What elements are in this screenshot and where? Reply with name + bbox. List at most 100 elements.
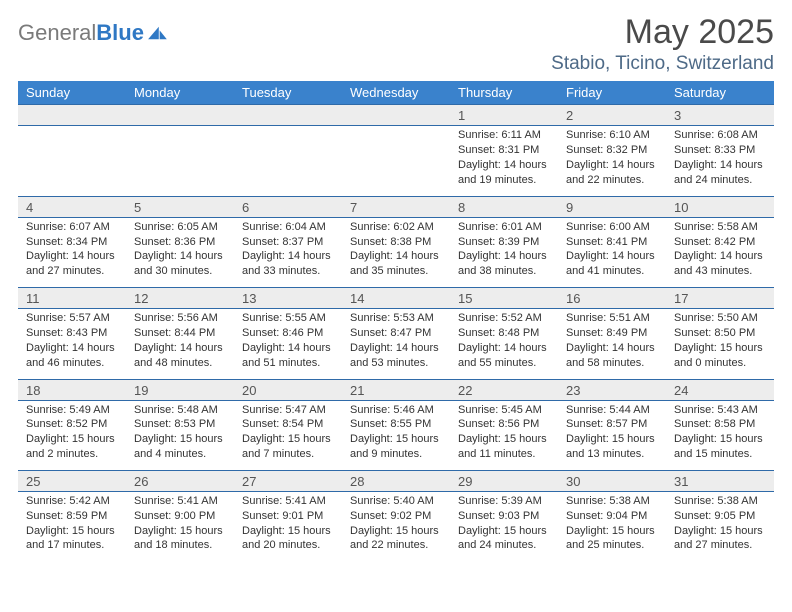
day-detail-line: Sunrise: 5:53 AM [350, 311, 442, 326]
day-detail-line: Daylight: 15 hours and 2 minutes. [26, 432, 118, 462]
day-detail-line: Sunset: 8:48 PM [458, 326, 550, 341]
day-cell-details [342, 126, 450, 196]
day-detail-text: Sunrise: 6:02 AMSunset: 8:38 PMDaylight:… [342, 218, 450, 287]
day-cell-details: Sunrise: 5:38 AMSunset: 9:05 PMDaylight:… [666, 491, 774, 561]
location-text: Stabio, Ticino, Switzerland [551, 53, 774, 75]
day-detail-line: Sunrise: 6:11 AM [458, 128, 550, 143]
day-detail-line: Sunrise: 5:52 AM [458, 311, 550, 326]
day-detail-line: Sunset: 8:58 PM [674, 417, 766, 432]
day-detail-line: Sunrise: 5:56 AM [134, 311, 226, 326]
day-number: 1 [450, 105, 558, 125]
day-detail-line: Sunrise: 5:47 AM [242, 403, 334, 418]
day-detail-line: Sunset: 8:41 PM [566, 235, 658, 250]
day-detail-line: Sunrise: 5:41 AM [134, 494, 226, 509]
day-detail-line: Sunset: 9:02 PM [350, 509, 442, 524]
day-detail-line: Daylight: 14 hours and 58 minutes. [566, 341, 658, 371]
day-detail-text: Sunrise: 5:45 AMSunset: 8:56 PMDaylight:… [450, 401, 558, 470]
day-detail-line: Daylight: 15 hours and 22 minutes. [350, 524, 442, 554]
day-detail-line: Sunrise: 5:46 AM [350, 403, 442, 418]
day-detail-text [234, 126, 342, 184]
day-cell-number: 27 [234, 470, 342, 491]
day-cell-number: 21 [342, 379, 450, 400]
day-number: 20 [234, 380, 342, 400]
day-detail-text: Sunrise: 5:50 AMSunset: 8:50 PMDaylight:… [666, 309, 774, 378]
day-detail-line: Sunrise: 5:58 AM [674, 220, 766, 235]
day-cell-details: Sunrise: 5:57 AMSunset: 8:43 PMDaylight:… [18, 309, 126, 379]
day-cell-number: 17 [666, 288, 774, 309]
day-detail-line: Sunset: 8:32 PM [566, 143, 658, 158]
day-cell-number: 14 [342, 288, 450, 309]
day-number [18, 105, 126, 125]
day-detail-line: Sunset: 8:57 PM [566, 417, 658, 432]
day-cell-number: 15 [450, 288, 558, 309]
day-detail-text: Sunrise: 5:53 AMSunset: 8:47 PMDaylight:… [342, 309, 450, 378]
day-detail-text: Sunrise: 5:40 AMSunset: 9:02 PMDaylight:… [342, 492, 450, 561]
day-detail-line: Daylight: 15 hours and 18 minutes. [134, 524, 226, 554]
day-detail-line: Sunset: 9:05 PM [674, 509, 766, 524]
month-title: May 2025 [551, 14, 774, 51]
day-number: 21 [342, 380, 450, 400]
brand-sail-icon [146, 25, 168, 41]
day-cell-details: Sunrise: 6:10 AMSunset: 8:32 PMDaylight:… [558, 126, 666, 196]
day-detail-line: Sunset: 8:37 PM [242, 235, 334, 250]
details-row: Sunrise: 5:57 AMSunset: 8:43 PMDaylight:… [18, 309, 774, 379]
day-number: 12 [126, 288, 234, 308]
day-number: 29 [450, 471, 558, 491]
day-detail-line: Sunset: 8:44 PM [134, 326, 226, 341]
day-detail-text: Sunrise: 5:52 AMSunset: 8:48 PMDaylight:… [450, 309, 558, 378]
day-cell-details: Sunrise: 6:05 AMSunset: 8:36 PMDaylight:… [126, 217, 234, 287]
day-cell-number: 3 [666, 105, 774, 126]
day-detail-line: Daylight: 14 hours and 53 minutes. [350, 341, 442, 371]
day-cell-number: 11 [18, 288, 126, 309]
day-number: 5 [126, 197, 234, 217]
day-cell-details: Sunrise: 5:41 AMSunset: 9:00 PMDaylight:… [126, 491, 234, 561]
day-detail-line: Sunset: 8:39 PM [458, 235, 550, 250]
day-cell-number: 6 [234, 196, 342, 217]
day-cell-details: Sunrise: 6:00 AMSunset: 8:41 PMDaylight:… [558, 217, 666, 287]
day-number [126, 105, 234, 125]
day-cell-number: 7 [342, 196, 450, 217]
day-detail-text: Sunrise: 5:55 AMSunset: 8:46 PMDaylight:… [234, 309, 342, 378]
day-detail-line: Daylight: 14 hours and 22 minutes. [566, 158, 658, 188]
day-detail-line: Daylight: 14 hours and 38 minutes. [458, 249, 550, 279]
day-detail-line: Daylight: 15 hours and 27 minutes. [674, 524, 766, 554]
day-number: 15 [450, 288, 558, 308]
day-cell-number: 4 [18, 196, 126, 217]
day-cell-details: Sunrise: 5:47 AMSunset: 8:54 PMDaylight:… [234, 400, 342, 470]
day-detail-line: Daylight: 14 hours and 24 minutes. [674, 158, 766, 188]
day-detail-line: Daylight: 15 hours and 4 minutes. [134, 432, 226, 462]
day-detail-line: Sunset: 8:38 PM [350, 235, 442, 250]
weekday-header: Thursday [450, 81, 558, 105]
day-detail-text: Sunrise: 6:01 AMSunset: 8:39 PMDaylight:… [450, 218, 558, 287]
day-cell-details: Sunrise: 5:45 AMSunset: 8:56 PMDaylight:… [450, 400, 558, 470]
weekday-header: Tuesday [234, 81, 342, 105]
day-cell-details: Sunrise: 5:53 AMSunset: 8:47 PMDaylight:… [342, 309, 450, 379]
day-cell-details: Sunrise: 6:04 AMSunset: 8:37 PMDaylight:… [234, 217, 342, 287]
day-detail-line: Daylight: 15 hours and 25 minutes. [566, 524, 658, 554]
day-number: 18 [18, 380, 126, 400]
day-cell-number: 25 [18, 470, 126, 491]
day-detail-line: Sunset: 8:47 PM [350, 326, 442, 341]
day-detail-text: Sunrise: 5:38 AMSunset: 9:05 PMDaylight:… [666, 492, 774, 561]
day-detail-text: Sunrise: 5:38 AMSunset: 9:04 PMDaylight:… [558, 492, 666, 561]
day-cell-number [234, 105, 342, 126]
day-cell-details [234, 126, 342, 196]
day-cell-details: Sunrise: 5:46 AMSunset: 8:55 PMDaylight:… [342, 400, 450, 470]
day-detail-line: Sunrise: 6:00 AM [566, 220, 658, 235]
day-cell-details: Sunrise: 5:44 AMSunset: 8:57 PMDaylight:… [558, 400, 666, 470]
day-detail-text: Sunrise: 5:47 AMSunset: 8:54 PMDaylight:… [234, 401, 342, 470]
day-detail-line: Daylight: 14 hours and 51 minutes. [242, 341, 334, 371]
day-detail-line: Sunrise: 6:02 AM [350, 220, 442, 235]
day-cell-number [342, 105, 450, 126]
day-cell-details [126, 126, 234, 196]
day-detail-line: Sunrise: 5:40 AM [350, 494, 442, 509]
day-cell-number: 9 [558, 196, 666, 217]
day-detail-line: Sunset: 8:59 PM [26, 509, 118, 524]
day-cell-details: Sunrise: 5:48 AMSunset: 8:53 PMDaylight:… [126, 400, 234, 470]
day-number: 26 [126, 471, 234, 491]
day-detail-text: Sunrise: 5:48 AMSunset: 8:53 PMDaylight:… [126, 401, 234, 470]
day-detail-line: Sunset: 8:43 PM [26, 326, 118, 341]
day-detail-line: Sunset: 9:01 PM [242, 509, 334, 524]
day-detail-line: Sunrise: 6:10 AM [566, 128, 658, 143]
daynum-row: 18192021222324 [18, 379, 774, 400]
